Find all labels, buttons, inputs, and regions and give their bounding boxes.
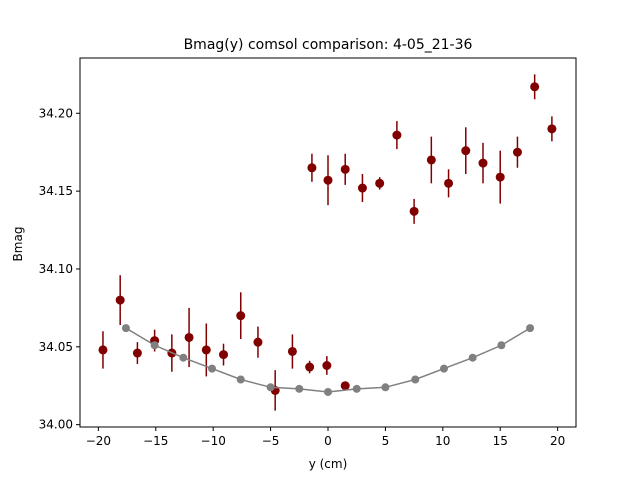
data-point xyxy=(530,82,540,92)
data-point xyxy=(115,295,125,305)
data-point xyxy=(201,345,211,355)
data-point xyxy=(478,158,488,168)
x-tick-label: −10 xyxy=(201,434,226,448)
x-axis: −20 −15 −10 −5 0 5 10 15 20 xyxy=(86,427,565,448)
data-point xyxy=(426,155,436,165)
data-point xyxy=(323,175,333,185)
data-point xyxy=(381,383,390,392)
x-tick-label: 20 xyxy=(550,434,565,448)
data-point xyxy=(461,146,471,156)
x-tick-label: −20 xyxy=(86,434,111,448)
data-point xyxy=(236,311,246,321)
data-point xyxy=(411,375,420,384)
data-point xyxy=(547,124,557,134)
data-point xyxy=(444,178,454,188)
data-point xyxy=(179,353,188,362)
data-point xyxy=(468,353,477,362)
x-tick-label: 5 xyxy=(382,434,390,448)
data-point xyxy=(305,362,315,372)
data-point xyxy=(340,381,350,391)
data-point xyxy=(439,364,448,373)
data-point xyxy=(352,384,361,393)
plot-area xyxy=(98,74,557,411)
y-tick-label: 34.05 xyxy=(39,340,73,354)
chart-title: Bmag(y) comsol comparison: 4-05_21-36 xyxy=(184,37,473,53)
plot-frame xyxy=(79,57,577,428)
data-point xyxy=(150,341,159,350)
x-tick-label: 0 xyxy=(324,434,332,448)
data-point xyxy=(208,364,217,373)
y-tick-label: 34.00 xyxy=(39,418,73,432)
data-point xyxy=(132,348,142,358)
data-point xyxy=(340,164,350,174)
data-point xyxy=(512,147,522,157)
y-tick-label: 34.20 xyxy=(39,106,73,120)
data-point xyxy=(409,206,419,216)
y-tick-label: 34.15 xyxy=(39,184,73,198)
data-point xyxy=(184,332,194,342)
data-point xyxy=(324,387,332,396)
data-point xyxy=(219,350,229,360)
data-point xyxy=(392,130,402,140)
data-point xyxy=(253,337,263,347)
data-point xyxy=(526,324,535,333)
data-point xyxy=(495,172,505,182)
x-tick-label: −5 xyxy=(262,434,280,448)
data-point xyxy=(295,384,304,393)
data-point xyxy=(375,178,385,188)
y-axis-label: Bmag xyxy=(11,227,25,262)
data-point xyxy=(357,183,367,193)
data-point xyxy=(236,375,245,384)
x-axis-label: y (cm) xyxy=(309,457,348,471)
data-point xyxy=(287,346,297,356)
x-tick-label: −15 xyxy=(143,434,168,448)
data-point xyxy=(266,383,275,392)
y-axis: 34.00 34.05 34.10 34.15 34.20 xyxy=(39,106,80,432)
data-point xyxy=(307,163,317,173)
series-1 xyxy=(121,324,535,396)
y-tick-label: 34.10 xyxy=(39,262,73,276)
series-0 xyxy=(98,74,557,411)
x-tick-label: 15 xyxy=(493,434,508,448)
x-tick-label: 10 xyxy=(435,434,450,448)
data-point xyxy=(121,324,130,333)
data-point xyxy=(322,361,332,370)
data-point xyxy=(98,345,108,355)
data-point xyxy=(497,341,506,350)
